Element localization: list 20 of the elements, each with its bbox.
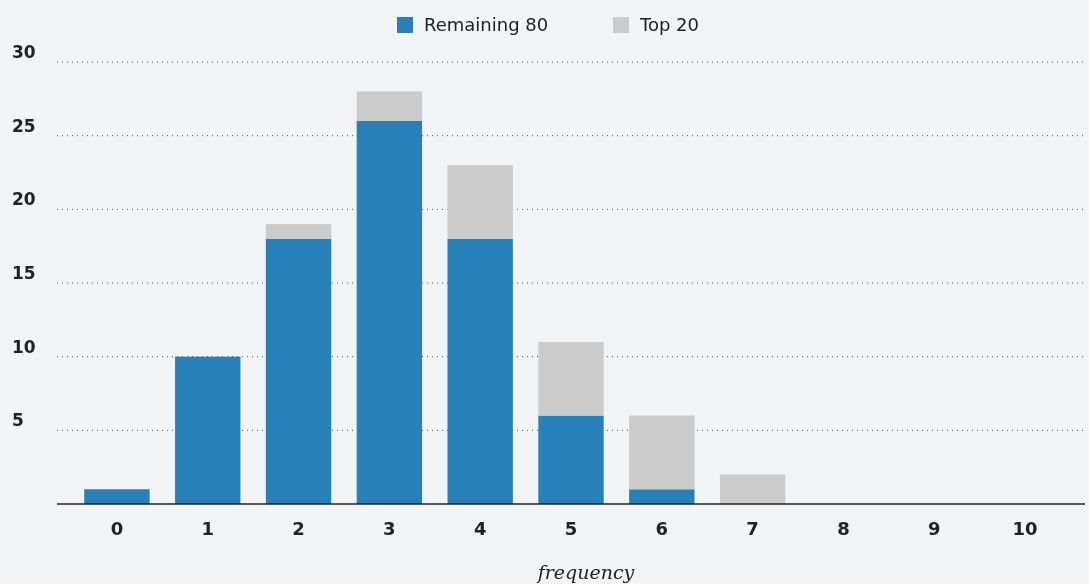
x-tick-label: 9 [927,518,941,539]
x-tick-label: 0 [110,518,124,539]
legend-label: Remaining 80 [424,14,549,35]
legend-label: Top 20 [639,14,700,35]
x-tick-label: 8 [837,518,850,539]
x-tick-label: 2 [292,518,305,539]
x-axis-title: frequency [535,561,635,583]
x-tick-label: 5 [564,518,578,539]
y-tick-label: 5 [12,410,24,431]
x-tick-label: 4 [473,518,487,539]
y-tick-label: 30 [12,42,36,62]
x-tick-label: 1 [201,518,215,539]
x-tick-label: 10 [1012,518,1038,539]
y-tick-label: 10 [12,336,36,357]
x-tick-label: 3 [383,518,396,539]
x-tick-label: 7 [746,518,759,539]
y-tick-label: 15 [12,263,36,283]
y-tick-label: 20 [12,189,36,210]
x-tick-label: 6 [655,518,669,539]
y-tick-label: 25 [12,115,36,136]
